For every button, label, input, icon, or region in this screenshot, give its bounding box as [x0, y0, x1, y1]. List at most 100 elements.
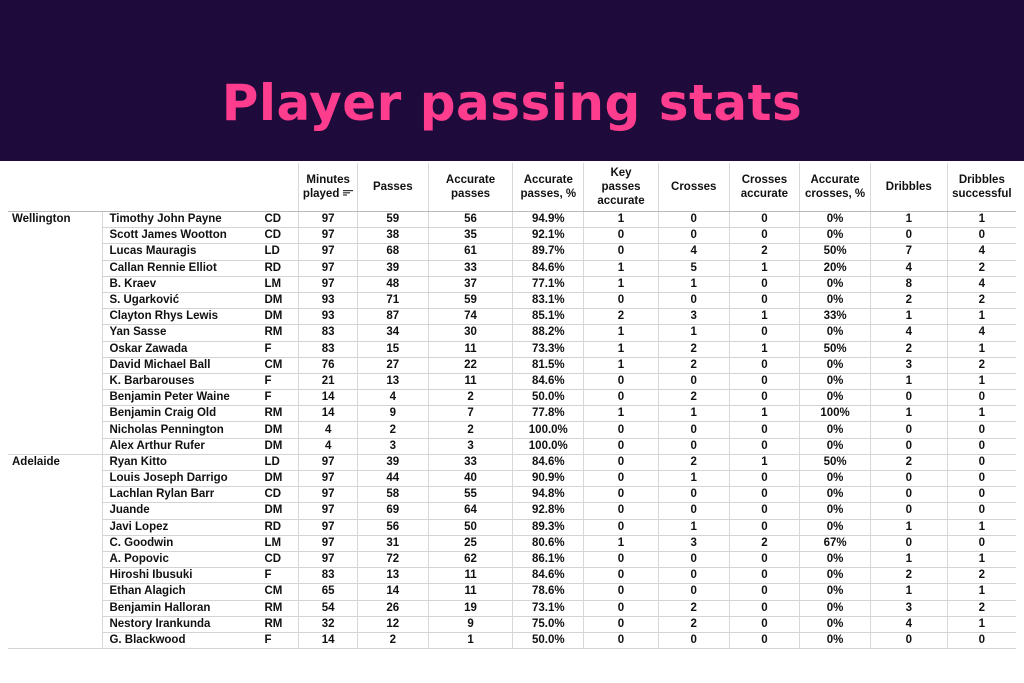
stat-cell: 92.8%: [512, 502, 584, 520]
column-header[interactable]: Accurate passes, %: [512, 163, 584, 212]
stat-cell: 100%: [799, 405, 871, 423]
column-header[interactable]: Accurate passes: [427, 163, 513, 212]
stat-cell: 84.6%: [512, 260, 584, 277]
stat-cell: 1: [583, 211, 659, 229]
column-header[interactable]: Dribbles: [869, 163, 948, 212]
position-cell: RD: [258, 260, 299, 277]
team-cell: [8, 519, 103, 535]
stat-cell: 0%: [799, 486, 871, 504]
team-cell: [8, 568, 103, 584]
stat-cell: 1: [869, 551, 948, 569]
position-cell: RM: [258, 405, 299, 423]
team-cell: [8, 584, 103, 600]
column-header[interactable]: Crosses accurate: [728, 163, 800, 212]
stat-cell: 20%: [799, 260, 871, 277]
stat-cell: 1: [946, 616, 1016, 633]
sort-descending-icon[interactable]: [343, 189, 354, 198]
player-name-cell: Scott James Wootton: [102, 227, 259, 245]
stat-cell: 0: [869, 438, 948, 455]
column-header-label: accurate: [597, 195, 645, 207]
player-name-cell: C. Goodwin: [102, 535, 259, 552]
stat-cell: 0: [869, 535, 948, 552]
stat-cell: 1: [583, 341, 659, 358]
stat-cell: 1: [946, 308, 1016, 326]
position-cell: CM: [258, 583, 299, 601]
stat-cell: 1: [869, 211, 948, 229]
position-cell: RM: [258, 616, 299, 633]
team-cell: [8, 309, 103, 325]
stat-cell: 0: [946, 389, 1016, 407]
stat-cell: 1: [583, 535, 659, 552]
stat-cell: 0%: [799, 502, 871, 520]
table-row: S. Ugarković DM 93 71 59 83.1% 0 0 0 0% 2 2: [8, 292, 1016, 310]
stat-cell: 61: [427, 243, 513, 261]
stat-cell: 93: [298, 308, 358, 326]
stat-cell: 83: [298, 341, 358, 358]
stat-cell: 44: [356, 470, 429, 488]
stat-cell: 0: [728, 357, 800, 374]
stat-cell: 81.5%: [512, 357, 584, 374]
column-header-label: Crosses: [671, 181, 717, 193]
stat-cell: 39: [356, 454, 429, 472]
stat-cell: 1: [869, 583, 948, 601]
stat-cell: 89.7%: [512, 243, 584, 261]
stat-cell: 4: [298, 438, 358, 455]
stat-cell: 0: [657, 551, 730, 569]
stat-cell: 0%: [799, 276, 871, 293]
stat-cell: 0: [583, 454, 659, 472]
stat-cell: 0: [657, 292, 730, 310]
stat-cell: 38: [356, 227, 429, 245]
stat-cell: 0: [583, 583, 659, 601]
stat-cell: 0: [946, 227, 1016, 245]
stat-cell: 1: [869, 373, 948, 391]
stat-cell: 0: [728, 211, 800, 229]
stat-cell: 97: [298, 519, 358, 536]
position-cell: RM: [258, 600, 299, 617]
stat-cell: 2: [657, 454, 730, 472]
column-header[interactable]: Accurate crosses, %: [799, 163, 871, 212]
team-cell: [8, 260, 103, 276]
stat-cell: 0: [728, 292, 800, 310]
column-header[interactable]: Crosses: [657, 163, 730, 212]
stat-cell: 86.1%: [512, 551, 584, 569]
team-cell: [8, 228, 103, 244]
column-header[interactable]: Key passes accurate: [583, 163, 659, 212]
header-player: [102, 163, 259, 212]
position-cell: DM: [258, 308, 299, 326]
column-header-label: Dribbles: [958, 174, 1005, 186]
stat-cell: 0: [657, 567, 730, 585]
table-row: K. Barbarouses F 21 13 11 84.6% 0 0 0 0% 1 1: [8, 373, 1016, 391]
stat-cell: 1: [657, 470, 730, 488]
stat-cell: 90.9%: [512, 470, 584, 488]
stat-cell: 0%: [799, 519, 871, 536]
column-header-label: Accurate: [445, 174, 496, 186]
stat-cell: 0: [728, 324, 800, 342]
stat-cell: 0: [583, 243, 659, 261]
column-header-label: passes: [451, 188, 491, 200]
stat-cell: 2: [657, 616, 730, 633]
stat-cell: 76: [298, 357, 358, 374]
position-cell: F: [258, 341, 299, 358]
stat-cell: 0: [946, 632, 1016, 650]
column-header[interactable]: Minutes played: [298, 163, 358, 212]
stat-cell: 97: [298, 243, 358, 261]
team-cell: [8, 373, 103, 389]
column-header-label: passes, %: [520, 188, 577, 200]
stat-cell: 0%: [799, 438, 871, 455]
stat-cell: 71: [356, 292, 429, 310]
stat-cell: 0%: [799, 227, 871, 245]
stat-cell: 1: [583, 357, 659, 374]
stat-cell: 39: [356, 260, 429, 277]
stat-cell: 3: [427, 438, 513, 455]
stat-cell: 0: [583, 389, 659, 407]
stat-cell: 2: [657, 357, 730, 374]
position-cell: DM: [258, 438, 299, 455]
team-cell: [8, 406, 103, 422]
stat-cell: 73.3%: [512, 341, 584, 358]
column-header-label: Passes: [372, 181, 413, 193]
position-cell: DM: [258, 421, 299, 439]
stat-cell: 92.1%: [512, 227, 584, 245]
column-header[interactable]: Passes: [356, 163, 429, 212]
column-header[interactable]: Dribbles successful: [946, 163, 1016, 212]
stat-cell: 2: [427, 421, 513, 439]
